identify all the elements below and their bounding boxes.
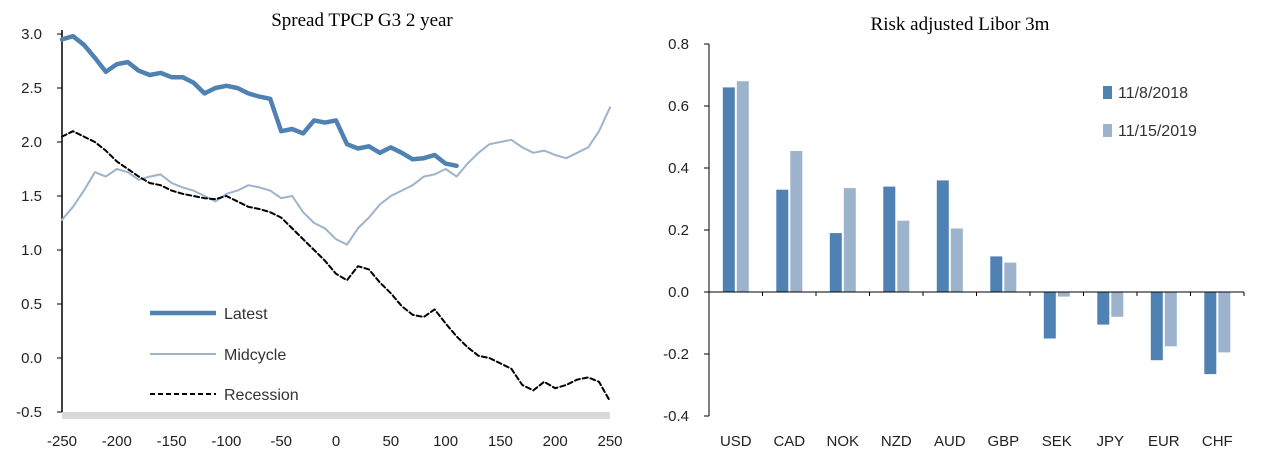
x-tick-label: -150 [157,433,187,450]
bar-nok-series-1 [829,233,842,292]
bar-chart-legend: 11/8/2018 11/15/2019 [1103,85,1197,140]
bar-chart-bars [722,81,1231,375]
y-tick-label: 0.4 [668,160,689,177]
bar-sek-series-2 [1057,292,1070,297]
legend-label-midcycle: Midcycle [224,347,286,364]
y-tick-label: 3.0 [21,26,42,43]
bar-chf-series-2 [1218,292,1231,353]
bar-chart: Risk adjusted Libor 3m 0.8 0.6 0.4 0.2 0.0 -0… [663,14,1245,450]
x-tick-label: USD [720,433,752,450]
x-tick-label: AUD [934,433,966,450]
y-tick-label: 1.0 [21,242,42,259]
bar-jpy-series-2 [1111,292,1124,317]
y-tick-label: 1.5 [21,188,42,205]
y-tick-label: 0.2 [668,222,689,239]
x-tick-label: -200 [102,433,132,450]
x-tick-label: CAD [773,433,805,450]
y-tick-label: -0.2 [663,346,689,363]
bar-chart-x-axis: USD CAD NOK NZD AUD GBP SEK JPY EUR CHF [708,291,1245,450]
line-chart: Spread TPCP G3 2 year 3.0 2.5 2.0 1.5 1.0 0.5… [16,10,623,450]
y-tick-label: 2.5 [21,80,42,97]
x-tick-label: 50 [382,433,399,450]
line-chart-title: Spread TPCP G3 2 year [271,10,453,31]
bar-chart-title: Risk adjusted Libor 3m [871,14,1050,35]
x-tick-label: -250 [47,433,77,450]
y-tick-label: -0.4 [663,408,689,425]
y-tick-label: -0.5 [16,404,42,421]
bar-nzd-series-1 [883,186,896,292]
x-tick-label: SEK [1042,433,1072,450]
legend-label-latest: Latest [224,306,268,323]
bar-usd-series-2 [736,81,749,292]
bar-nzd-series-2 [897,220,910,292]
line-chart-y-axis: 3.0 2.5 2.0 1.5 1.0 0.5 0.0 -0.5 [16,26,63,421]
bar-usd-series-1 [722,87,735,293]
x-tick-label: 200 [543,433,568,450]
bar-chart-y-axis: 0.8 0.6 0.4 0.2 0.0 -0.2 -0.4 [663,36,710,425]
bar-nok-series-2 [843,188,856,292]
x-tick-label: 250 [597,433,622,450]
legend-swatch-series-1 [1103,86,1112,99]
line-chart-legend: Latest Midcycle Recession [150,306,299,404]
series-line-midcycle [61,106,611,246]
y-tick-label: 0.0 [668,284,689,301]
bar-eur-series-2 [1164,292,1177,347]
x-tick-label: 100 [433,433,458,450]
bar-cad-series-1 [776,189,789,292]
line-chart-panel: Spread TPCP G3 2 year 3.0 2.5 2.0 1.5 1.0 0.5… [0,0,640,456]
x-tick-label: NOK [827,433,860,450]
x-axis-band [62,412,610,419]
x-tick-label: 150 [488,433,513,450]
line-chart-series [59,33,611,403]
y-tick-label: 0.0 [21,350,42,367]
x-tick-label: 0 [332,433,340,450]
y-tick-label: 2.0 [21,134,42,151]
y-tick-label: 0.8 [668,36,689,53]
line-chart-x-axis: -250 -200 -150 -100 -50 0 50 100 150 200 250 [47,412,623,450]
legend-label-recession: Recession [224,387,299,404]
x-tick-label: -100 [211,433,241,450]
y-tick-label: 0.5 [21,296,42,313]
bar-eur-series-1 [1150,292,1163,361]
x-tick-label: JPY [1097,433,1125,450]
x-tick-label: CHF [1202,433,1233,450]
x-tick-label: GBP [987,433,1019,450]
x-tick-label: -50 [270,433,292,450]
bar-gbp-series-2 [1004,262,1017,292]
bar-aud-series-1 [936,180,949,292]
bar-aud-series-2 [950,228,963,292]
legend-swatch-series-2 [1103,124,1112,137]
series-line-latest [59,33,459,169]
bar-chart-panel: Risk adjusted Libor 3m 0.8 0.6 0.4 0.2 0.0 -0… [640,0,1286,456]
legend-label-series-1: 11/8/2018 [1118,85,1188,102]
bar-chf-series-1 [1204,292,1217,375]
series-line-recession [61,130,611,403]
bar-jpy-series-1 [1097,292,1110,325]
legend-label-series-2: 11/15/2019 [1118,123,1197,140]
bar-gbp-series-1 [990,256,1003,292]
bar-cad-series-2 [790,151,803,292]
bar-sek-series-1 [1043,292,1056,339]
x-tick-label: EUR [1148,433,1180,450]
x-tick-label: NZD [881,433,912,450]
y-tick-label: 0.6 [668,98,689,115]
